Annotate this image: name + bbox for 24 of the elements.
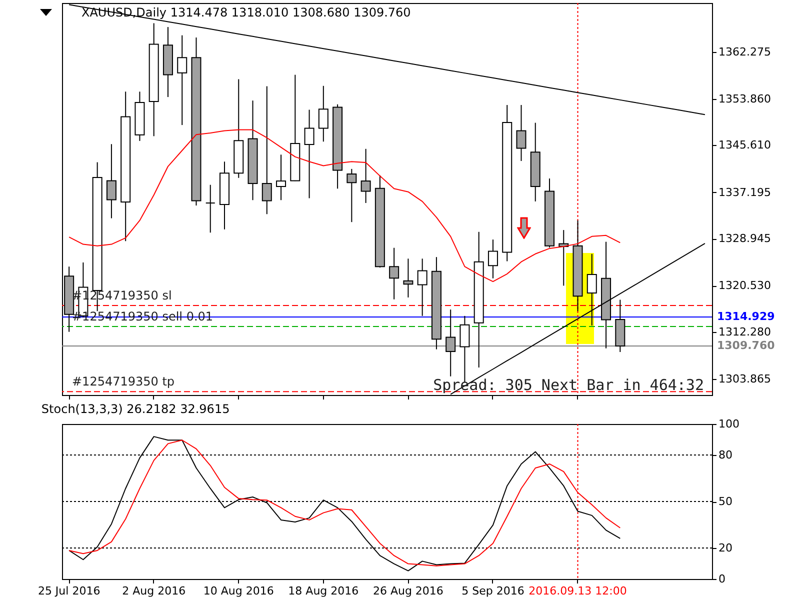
y-tick-label: 1345.610 bbox=[718, 138, 771, 152]
x-tick-label: 5 Sep 2016 bbox=[462, 584, 524, 598]
y-tick-label: 20 bbox=[718, 542, 732, 554]
x-tick-label: 2016.09.13 12:00 bbox=[528, 584, 627, 598]
ref-line-label: 1309.760 bbox=[717, 338, 776, 352]
y-tick-label: 80 bbox=[718, 448, 732, 462]
y-tick-label: 1320.530 bbox=[718, 279, 771, 292]
chart-title: Stoch(13,3,3) 26.2182 32.9615 bbox=[41, 402, 230, 416]
y-tick-label: 1337.195 bbox=[718, 186, 771, 199]
x-tick-label: 18 Aug 2016 bbox=[288, 584, 359, 598]
y-tick-label: 50 bbox=[718, 495, 732, 508]
ref-line-label: #1254719350 tp bbox=[72, 374, 175, 389]
y-tick-label: 1328.945 bbox=[718, 232, 771, 246]
x-tick-label: 25 Jul 2016 bbox=[38, 584, 100, 598]
y-tick-label: 0 bbox=[718, 572, 726, 586]
y-tick-label: 1303.865 bbox=[718, 372, 771, 386]
y-tick-label: 1353.860 bbox=[718, 92, 771, 106]
y-tick-label: 100 bbox=[718, 418, 740, 430]
x-tick-label: 26 Aug 2016 bbox=[372, 584, 444, 598]
y-tick-label: 1312.280 bbox=[718, 325, 771, 338]
y-tick-label: 1362.275 bbox=[718, 45, 771, 58]
x-tick-label: 10 Aug 2016 bbox=[203, 584, 274, 598]
x-tick-label: 2 Aug 2016 bbox=[122, 584, 186, 598]
ref-line-label: 1314.929 bbox=[717, 310, 775, 323]
